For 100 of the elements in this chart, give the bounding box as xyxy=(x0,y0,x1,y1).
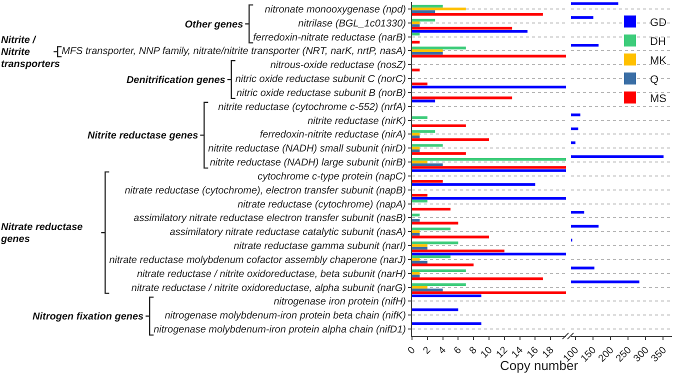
bar xyxy=(412,197,566,200)
y-tick-label: nitrate reductase / nitrite oxidoreductase, alpha subunit (narG) xyxy=(131,282,406,294)
bar xyxy=(412,82,428,86)
y-tick-label: nitric oxide reductase subunit B (norB) xyxy=(236,88,406,99)
bar xyxy=(412,52,443,55)
bar xyxy=(412,200,428,202)
bar xyxy=(412,258,420,261)
bar xyxy=(412,4,443,8)
x-tick-label: 14 xyxy=(510,344,526,361)
y-tick-label: MFS transporter, NNP family, nitrate/nitrite transporter (NRT, narK, nrtP, nasA) xyxy=(62,46,406,58)
x-tick-label: 6 xyxy=(452,344,464,357)
bar xyxy=(412,272,420,275)
bar xyxy=(412,246,428,250)
bar xyxy=(412,13,543,16)
bar xyxy=(412,124,466,128)
bar xyxy=(412,308,458,312)
bar xyxy=(412,138,489,141)
bar xyxy=(412,183,536,186)
x-tick-label: 300 xyxy=(632,344,652,364)
bar xyxy=(412,169,566,172)
bar xyxy=(412,163,443,166)
bar xyxy=(412,228,450,230)
y-tick-label: ferredoxin-nitrate reductase (narB) xyxy=(253,32,406,44)
x-tick-label: 16 xyxy=(525,344,542,361)
bar xyxy=(412,236,489,238)
y-tick-label: nitrate reductase (cytochrome), electron transfer subunit (napB) xyxy=(124,185,406,196)
text: Denitrification genes xyxy=(126,75,226,86)
bar xyxy=(412,8,466,10)
bar xyxy=(412,136,420,138)
x-tick-label: 18 xyxy=(540,344,557,361)
y-tick-label: nitrogenase molybdenum-iron protein beta chain (nifK) xyxy=(164,310,406,322)
bar xyxy=(412,130,436,133)
legend-label: GD xyxy=(650,16,667,29)
y-tick-label: nitrite reductase (NADH) small subunit (nirD) xyxy=(208,144,406,155)
bar xyxy=(412,244,428,247)
x-tick-label: 250 xyxy=(614,344,634,364)
bar xyxy=(412,274,420,278)
x-tick-label: 12 xyxy=(494,344,510,361)
legend-label: MS xyxy=(650,92,667,105)
bar xyxy=(412,208,450,211)
text: Other genes xyxy=(184,19,244,30)
bar xyxy=(412,250,504,252)
bar xyxy=(412,149,420,152)
bar xyxy=(412,269,466,272)
x-tick-label: 2 xyxy=(421,344,434,357)
bar xyxy=(412,288,443,292)
x-tick-label: 200 xyxy=(596,344,616,364)
bar xyxy=(412,322,482,325)
y-tick-label: nitrate reductase gamma subunit (narI) xyxy=(234,241,406,252)
x-tick-label: 8 xyxy=(468,344,480,357)
x-tick-label: 10 xyxy=(479,344,495,361)
bar xyxy=(412,222,458,224)
y-tick-label: assimilatory nitrate reductase electron transfer subunit (nasB) xyxy=(134,213,406,224)
bar xyxy=(412,116,428,119)
bar xyxy=(412,54,566,58)
bar xyxy=(412,132,420,136)
y-tick-label: nitrilase (BGL_1c01330) xyxy=(298,18,406,30)
y-tick-label: nitrate reductase (cytochrome) (napA) xyxy=(238,199,406,210)
bar xyxy=(412,144,443,147)
bar xyxy=(412,26,512,30)
bar xyxy=(412,255,450,258)
x-tick-label: 150 xyxy=(579,344,599,364)
bar xyxy=(412,260,428,264)
bar xyxy=(412,291,566,294)
bar xyxy=(412,294,482,298)
legend-label: Q xyxy=(650,74,660,86)
bar xyxy=(412,146,420,150)
text: Nitrogen fixation genes xyxy=(32,312,144,323)
y-tick-label: nitrogenase molybdenum-iron protein alpha chain (nifD1) xyxy=(154,324,406,336)
text: Nitrite / Nitrite transporters xyxy=(1,35,60,70)
bar xyxy=(412,283,466,286)
bar xyxy=(412,32,420,36)
y-tick-label: nitrite reductase (NADH) large subunit (nirB) xyxy=(210,158,406,169)
bar xyxy=(412,230,420,233)
x-tick-label: 350 xyxy=(649,344,670,364)
bar xyxy=(412,152,466,155)
bar xyxy=(412,22,420,24)
legend-label: DH xyxy=(650,36,666,48)
y-tick-label: nitrate reductase / nitrite oxidoreductase, beta subunit (narH) xyxy=(136,268,406,280)
bar xyxy=(412,96,512,100)
bar xyxy=(412,40,420,44)
bar xyxy=(412,86,566,88)
text: Nitrite reductase genes xyxy=(88,130,199,142)
x-tick-label: 0 xyxy=(406,344,418,357)
bar xyxy=(412,49,443,52)
bar xyxy=(412,241,458,244)
y-tick-label: nitrous-oxide reductase (nosZ) xyxy=(270,60,406,72)
y-tick-label: nitrite reductase (cytochrome c-552) (nrfA) xyxy=(218,102,406,113)
bar xyxy=(412,194,428,197)
bar xyxy=(412,100,436,102)
bar xyxy=(412,214,420,216)
bar xyxy=(412,166,566,169)
text: Nitrate reductase genes xyxy=(0,222,84,246)
y-tick-label: nitrate reductase molybdenum cofactor assembly chaperone (narJ) xyxy=(109,254,406,266)
y-tick-label: nitrite reductase (nirK) xyxy=(308,116,406,127)
legend-label: MK xyxy=(650,54,668,67)
bar xyxy=(412,68,420,72)
bar xyxy=(412,277,543,280)
bar xyxy=(412,252,566,256)
y-tick-label: nitronate monooxygenase (npd) xyxy=(264,4,406,16)
